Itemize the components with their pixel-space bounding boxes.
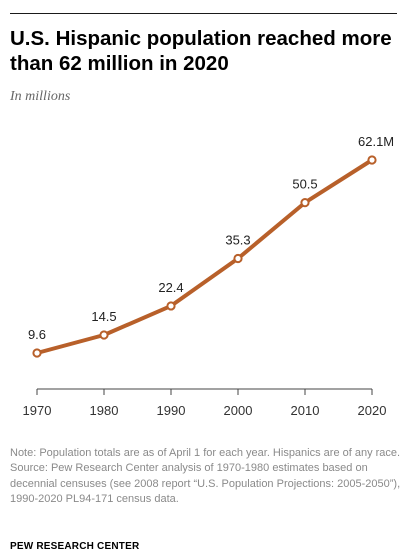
chart-notes: Note: Population totals are as of April … [10,446,402,507]
data-point [32,348,42,358]
data-point [99,330,109,340]
data-label: 22.4 [158,280,183,295]
data-label: 50.5 [292,177,317,192]
marker-layer [32,155,377,358]
chart-title: U.S. Hispanic population reached more th… [10,27,392,75]
line-chart: 1970 1980 1990 2000 2010 2020 9.6 14.5 22.4 35.3… [23,134,395,418]
series-line [35,158,374,355]
note-text: Note: Population totals are as of April … [10,447,401,459]
x-tick-label: 2020 [358,403,387,418]
data-label: 35.3 [225,233,250,248]
x-axis: 1970 1980 1990 2000 2010 2020 [23,388,387,418]
source-text: Source: Pew Research Center analysis of … [10,462,401,505]
x-tick-label: 1970 [23,403,52,418]
chart-subtitle: In millions [10,89,71,104]
data-label: 62.1M [358,134,394,149]
data-point [367,155,377,165]
x-tick-label: 1980 [90,403,119,418]
data-label-layer: 9.6 14.5 22.4 35.3 50.5 62.1M [28,134,394,342]
top-rule [10,13,397,14]
brand-label: PEW RESEARCH CENTER [10,541,140,552]
series-line-layer [35,158,374,355]
data-label: 14.5 [91,309,116,324]
x-tick-label: 1990 [157,403,186,418]
data-point [300,198,310,208]
x-tick-label: 2000 [224,403,253,418]
data-point [166,301,176,311]
data-point [233,253,243,264]
data-label: 9.6 [28,327,46,342]
x-tick-label: 2010 [291,403,320,418]
